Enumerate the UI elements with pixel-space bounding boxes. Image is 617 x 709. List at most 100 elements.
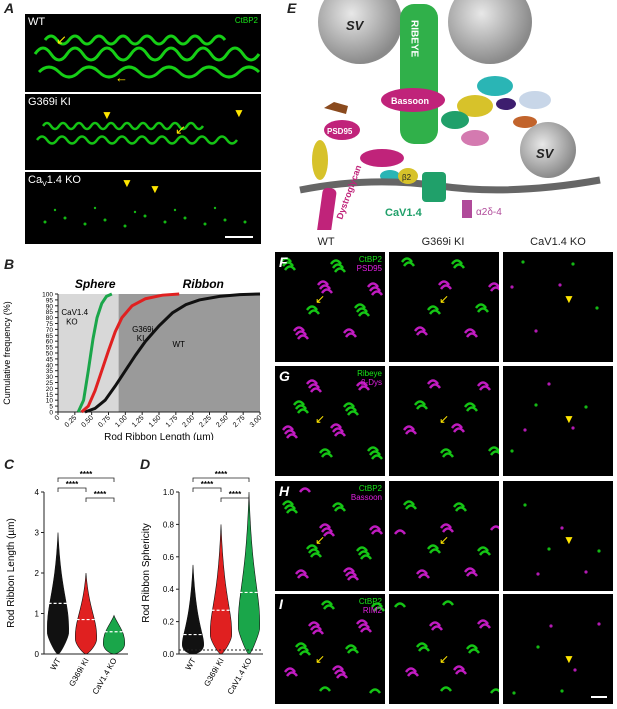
ribbon-stroke [333, 431, 347, 437]
panel-g-image-2: ▼ [503, 366, 613, 476]
micrograph-art [510, 382, 588, 453]
ribbon-stroke [357, 623, 371, 629]
puncta [560, 689, 564, 693]
ribbon-stroke [307, 309, 321, 315]
y-axis-label: Cumulative frequency (%) [2, 301, 12, 405]
protein-brown [324, 102, 348, 114]
beta2-label: β2 [402, 173, 412, 182]
ribbon-stroke [454, 506, 468, 512]
ribbon-stroke [489, 525, 499, 531]
puncta [536, 645, 540, 649]
ribbon-stroke [452, 263, 466, 269]
ribbon-stroke [370, 290, 384, 296]
stain-label-1: CtBP2 [358, 255, 382, 264]
ribbon-stroke [331, 665, 345, 671]
y-tick-label: 0 [35, 650, 40, 659]
y-tick-label: 1.0 [163, 488, 175, 497]
protein-yellow [457, 95, 493, 117]
x-tick-label: 1.00 [114, 414, 129, 429]
ribbon-stroke [283, 429, 297, 435]
y-tick-label: 5 [49, 404, 53, 411]
ribbon-stroke [331, 502, 345, 508]
sig-stars: **** [229, 490, 242, 499]
ribbon-stroke [370, 529, 384, 535]
ribbon-stroke [463, 402, 477, 408]
beta2-subunit [398, 168, 418, 184]
ribbon-stroke [406, 671, 420, 677]
y-tick-label: 75 [46, 321, 54, 328]
ribeye-label: RIBEYE [409, 20, 420, 58]
protein-pink [461, 130, 489, 146]
panel-d-chart: 0.0 0.2 0.4 0.6 0.8 1.0 Rod Ribbon Sphericity W… [141, 470, 263, 696]
ribbon-stroke [393, 529, 407, 535]
dystroglycan-protein [316, 187, 337, 230]
x-tick-label: 3.00 [249, 414, 264, 429]
ribbon-stroke [366, 446, 380, 452]
ribbon-stroke [465, 406, 479, 412]
series-ki [80, 292, 180, 414]
ribbon-stroke [316, 280, 330, 286]
sig-bracket [85, 497, 115, 502]
y-tick-label: 65 [46, 333, 54, 340]
ribbon-stroke [309, 387, 323, 393]
ribbon-stroke [357, 550, 371, 556]
y-axis-label: Rod Ribbon Length (µm) [6, 518, 17, 628]
protein-green [441, 111, 469, 129]
ribbon-stroke [404, 667, 418, 673]
micrograph-art [281, 487, 384, 581]
a2d4-label: α2δ-4 [476, 207, 502, 218]
ribbon-stroke [344, 644, 358, 650]
puncta [595, 306, 599, 310]
ribbon-stroke [285, 433, 299, 439]
protein-purple [496, 98, 516, 110]
ribbon-stroke [452, 665, 466, 671]
ribbon-stroke [478, 550, 492, 556]
ribbon-stroke [476, 307, 490, 313]
annot-ki-2: KI [137, 334, 145, 343]
sig-bracket [192, 477, 250, 482]
arrow-icon: ← [115, 70, 128, 85]
y-tick-label: 20 [46, 386, 54, 393]
ribbon-stroke [355, 381, 369, 387]
ribbon-stroke [281, 261, 295, 267]
puncta [523, 503, 527, 507]
panel-a-wt-art [33, 34, 261, 79]
ribbon-stroke [441, 600, 455, 606]
ribbon-stroke [353, 303, 367, 309]
ribbon-stroke [331, 427, 345, 433]
sv-label-2: SV [536, 146, 555, 161]
ribbon-stroke [439, 523, 453, 529]
ribbon-stroke [298, 487, 312, 493]
ribbon-stroke [366, 282, 380, 288]
ribbon-stroke [281, 500, 295, 506]
micrograph-art [281, 379, 384, 460]
panel-a-ko-art [43, 206, 247, 228]
psd95-label: PSD95 [327, 127, 353, 136]
micrograph-art [400, 257, 499, 338]
y-tick-label: 90 [46, 303, 54, 310]
ribbon-stroke [441, 452, 455, 458]
ribbon-stroke [476, 619, 490, 625]
panel-a-ki-label: G369i KI [28, 96, 71, 108]
ribbon-stroke [415, 330, 429, 336]
ribbon-stroke [333, 267, 347, 273]
ribbon-stroke [294, 330, 308, 336]
ribbon-stroke [320, 527, 334, 533]
ribbon-stroke [415, 642, 429, 648]
panel-e-letter: E [287, 0, 297, 16]
puncta [571, 262, 575, 266]
psd95-protein [324, 120, 360, 140]
arrow-icon: ↙ [315, 412, 326, 426]
panel-f-image-2: ▼ [503, 252, 613, 362]
panel-a-ki-image: G369i KI ▼ ▼ ↙ [25, 94, 261, 170]
arrowhead-icon: ▼ [563, 412, 575, 426]
stain-label-2: β-Dys [360, 378, 382, 387]
x-tick-label: 0.25 [64, 414, 79, 429]
micrograph-art [393, 500, 499, 579]
ribbon-stroke [335, 673, 349, 679]
puncta [560, 526, 564, 530]
puncta [523, 428, 527, 432]
ribbon-region [118, 294, 260, 412]
ribbon-stroke [430, 625, 444, 631]
arrow-icon: ↙ [315, 292, 326, 306]
